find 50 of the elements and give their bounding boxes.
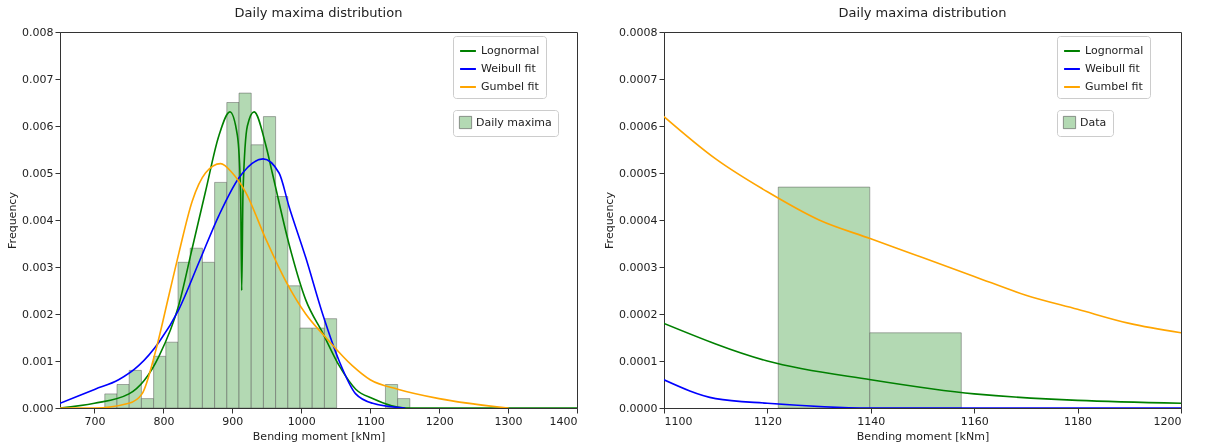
y-tick-label: 0.004 bbox=[22, 213, 54, 227]
legend-label: Weibull fit bbox=[1085, 62, 1141, 75]
y-axis-title: Frequency bbox=[603, 191, 617, 249]
y-tick-label: 0.0004 bbox=[619, 213, 658, 227]
y-tick-label: 0.0002 bbox=[619, 307, 658, 321]
x-tick-label: 1300 bbox=[494, 414, 523, 428]
x-tick-label: 1100 bbox=[356, 414, 385, 428]
x-tick-label: 900 bbox=[222, 414, 244, 428]
x-tick-label: 1200 bbox=[425, 414, 454, 428]
legend-label: Daily maxima bbox=[476, 115, 552, 129]
legend-label: Lognormal bbox=[1085, 44, 1144, 57]
y-tick-label: 0.0003 bbox=[619, 260, 658, 274]
y-tick-label: 0.005 bbox=[22, 166, 54, 180]
y-tick-label: 0.0001 bbox=[619, 354, 658, 368]
x-tick-label: 700 bbox=[84, 414, 106, 428]
x-tick-label: 1000 bbox=[287, 414, 316, 428]
y-tick-label: 0.0006 bbox=[619, 119, 658, 133]
x-tick-label: 1180 bbox=[1064, 414, 1093, 428]
y-tick-label: 0.0000 bbox=[619, 401, 658, 415]
y-tick-label: 0.001 bbox=[22, 354, 54, 368]
legend-label: Gumbel fit bbox=[1085, 80, 1144, 93]
x-tick-label: 1200 bbox=[1153, 414, 1182, 428]
y-tick-label: 0.0005 bbox=[619, 166, 658, 180]
chart-title: Daily maxima distribution bbox=[234, 5, 403, 20]
y-tick-label: 0.008 bbox=[22, 25, 54, 39]
x-axis-title: Bending moment [kNm] bbox=[252, 429, 386, 443]
y-tick-label: 0.002 bbox=[22, 307, 54, 321]
y-tick-label: 0.006 bbox=[22, 119, 54, 133]
y-tick-label: 0.003 bbox=[22, 260, 54, 274]
x-tick-label: 1100 bbox=[664, 414, 693, 428]
y-tick-label: 0.000 bbox=[22, 401, 54, 415]
legend-label: Gumbel fit bbox=[481, 80, 540, 93]
legend-label: Data bbox=[1080, 115, 1107, 129]
chart-title: Daily maxima distribution bbox=[838, 5, 1007, 20]
line-series bbox=[60, 162, 509, 408]
y-tick-label: 0.0008 bbox=[619, 25, 658, 39]
line-series bbox=[664, 115, 1181, 334]
x-tick-label: 1160 bbox=[960, 414, 989, 428]
x-tick-label: 800 bbox=[153, 414, 175, 428]
x-tick-label: 1400 bbox=[549, 414, 578, 428]
x-tick-label: 1120 bbox=[753, 414, 782, 428]
legend-label: Lognormal bbox=[481, 44, 540, 57]
line-series bbox=[664, 322, 1181, 405]
legend-label: Weibull fit bbox=[481, 62, 537, 75]
line-series bbox=[664, 379, 1181, 408]
y-tick-label: 0.007 bbox=[22, 72, 54, 86]
x-tick-label: 1140 bbox=[857, 414, 886, 428]
y-axis-title: Frequency bbox=[6, 191, 20, 249]
y-tick-label: 0.0007 bbox=[619, 72, 658, 86]
x-axis-title: Bending moment [kNm] bbox=[856, 429, 990, 443]
